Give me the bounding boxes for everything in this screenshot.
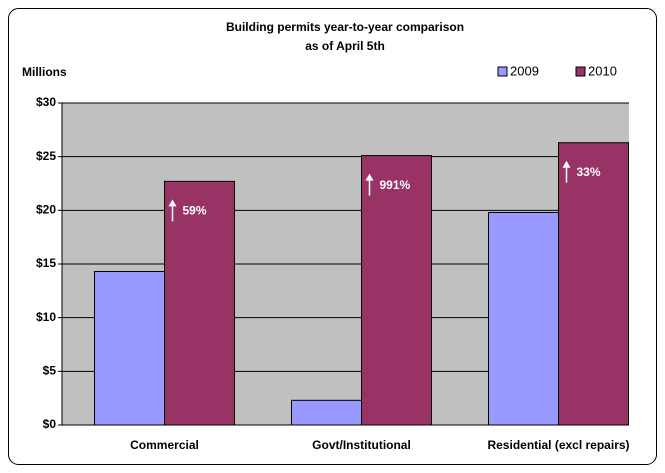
bar	[164, 180, 235, 426]
bar	[94, 271, 165, 426]
annotation: 33%	[577, 165, 601, 179]
bar	[558, 142, 629, 426]
legend-label: 2009	[510, 63, 539, 78]
chart-title: Building permits year-to-year comparison	[226, 20, 464, 34]
y-tick-label: $25	[36, 149, 56, 163]
y-tick-label: $15	[36, 256, 56, 270]
chart-subtitle: as of April 5th	[305, 39, 385, 53]
x-tick-label: Govt/Institutional	[312, 438, 411, 452]
y-tick-label: $5	[43, 364, 57, 378]
bar	[291, 399, 362, 426]
arrow-head	[562, 160, 571, 168]
annotation: 59%	[183, 204, 207, 218]
bar	[361, 155, 432, 426]
y-tick-label: $30	[36, 95, 56, 109]
y-axis-label: Millions	[22, 65, 67, 79]
y-tick-label: $10	[36, 310, 56, 324]
y-tick-label: $20	[36, 203, 56, 217]
legend-swatch	[497, 66, 508, 77]
x-tick-label: Residential (excl repairs)	[487, 438, 629, 452]
x-tick-label: Commercial	[130, 438, 199, 452]
y-tick-label: $0	[43, 417, 57, 431]
legend-label: 2010	[588, 63, 617, 78]
annotation: 991%	[380, 178, 411, 192]
arrow-head	[168, 199, 177, 207]
arrow-head	[365, 173, 374, 181]
bar	[488, 211, 559, 426]
legend-swatch	[575, 66, 586, 77]
